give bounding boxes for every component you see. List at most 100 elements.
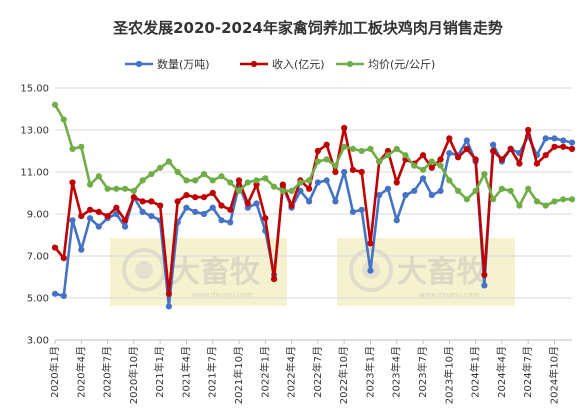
data-point — [148, 198, 155, 205]
x-tick-label: 2022年7月 — [311, 346, 324, 398]
watermark-left-text: 大畜牧 — [170, 255, 261, 290]
y-tick-label: 5.00 — [27, 294, 49, 305]
data-point — [472, 156, 479, 163]
data-point — [542, 202, 549, 209]
data-point — [78, 246, 85, 253]
data-point — [227, 179, 234, 186]
data-point — [51, 244, 59, 251]
data-point — [113, 185, 120, 192]
x-tick-label: 2023年1月 — [363, 346, 376, 398]
data-point — [568, 145, 576, 152]
y-tick-label: 11.00 — [20, 168, 49, 179]
data-point — [341, 124, 348, 131]
data-point — [411, 162, 418, 169]
x-tick-label: 2023年4月 — [390, 346, 403, 398]
x-tick-label: 2021年1月 — [153, 346, 166, 398]
x-tick-label: 2022年4月 — [285, 346, 298, 398]
data-point — [86, 215, 94, 222]
data-point — [542, 135, 549, 142]
data-point — [139, 177, 146, 184]
data-point — [437, 156, 444, 163]
data-point — [437, 187, 444, 194]
data-point — [533, 160, 541, 167]
data-point — [270, 183, 278, 190]
data-point — [560, 137, 567, 144]
data-point — [69, 179, 76, 186]
data-point — [411, 187, 418, 194]
data-point — [218, 217, 225, 224]
data-point — [148, 171, 155, 178]
legend-label-2: 均价(元/公斤) — [368, 58, 435, 71]
x-tick-label: 2020年1月 — [48, 346, 61, 398]
legend-marker-2 — [346, 60, 354, 68]
data-point — [323, 141, 330, 148]
data-point — [200, 210, 208, 218]
x-tick-label: 2020年7月 — [101, 346, 114, 398]
data-point — [78, 143, 85, 150]
y-axis-ticks: 3.00 5.00 7.00 9.00 11.00 13.00 15.00 — [20, 84, 49, 347]
legend-marker-0 — [135, 60, 143, 68]
x-tick-label: 2022年10月 — [337, 346, 350, 404]
data-point — [516, 160, 523, 167]
watermark-right: 大畜牧 www.dxumu.com — [337, 238, 515, 306]
y-tick-label: 3.00 — [27, 336, 49, 347]
x-tick-label: 2020年10月 — [127, 346, 140, 404]
data-point — [51, 290, 59, 297]
data-point — [227, 206, 234, 213]
x-tick-label: 2020年4月 — [74, 346, 87, 398]
watermark-left-url: www.dxumu.com — [192, 291, 252, 299]
data-point — [165, 303, 173, 310]
data-point — [95, 173, 102, 180]
data-point — [490, 141, 497, 148]
data-point — [332, 162, 339, 169]
x-tick-label: 2023年7月 — [416, 346, 429, 398]
x-tick-label: 2022年1月 — [258, 346, 271, 398]
data-point — [200, 171, 208, 178]
data-point — [349, 208, 357, 215]
data-point — [437, 162, 444, 169]
data-point — [157, 202, 164, 209]
data-point — [227, 219, 234, 226]
data-point — [446, 150, 453, 157]
data-point — [183, 177, 190, 184]
data-point — [95, 223, 102, 230]
data-point — [192, 177, 199, 184]
data-point — [297, 179, 304, 186]
data-point — [165, 290, 173, 297]
data-point — [384, 152, 392, 159]
data-point — [165, 158, 173, 165]
data-point — [428, 164, 435, 171]
data-point — [174, 168, 181, 176]
data-point — [148, 213, 155, 220]
data-point — [244, 179, 251, 186]
data-point — [314, 147, 321, 155]
data-point — [209, 177, 216, 184]
data-point — [209, 189, 216, 197]
data-point — [419, 152, 427, 159]
data-point — [525, 185, 532, 192]
data-point — [130, 194, 137, 201]
x-tick-label: 2024年10月 — [547, 346, 560, 404]
data-point — [270, 276, 278, 283]
data-point — [235, 177, 243, 184]
data-point — [358, 147, 365, 155]
data-point — [367, 240, 374, 247]
data-point — [78, 213, 85, 220]
x-tick-label: 2021年4月 — [179, 346, 192, 398]
data-point — [507, 187, 514, 194]
data-point — [481, 271, 488, 278]
data-point — [498, 156, 505, 163]
data-point — [69, 217, 76, 224]
data-point — [306, 185, 313, 192]
data-point — [542, 152, 549, 159]
data-point — [262, 175, 269, 182]
data-point — [481, 171, 488, 178]
data-point — [419, 166, 427, 173]
data-point — [507, 145, 514, 152]
data-point — [498, 185, 505, 192]
data-point — [560, 196, 567, 203]
series-group — [51, 101, 576, 310]
data-point — [402, 192, 409, 199]
data-point — [279, 181, 286, 188]
data-point — [393, 217, 400, 224]
